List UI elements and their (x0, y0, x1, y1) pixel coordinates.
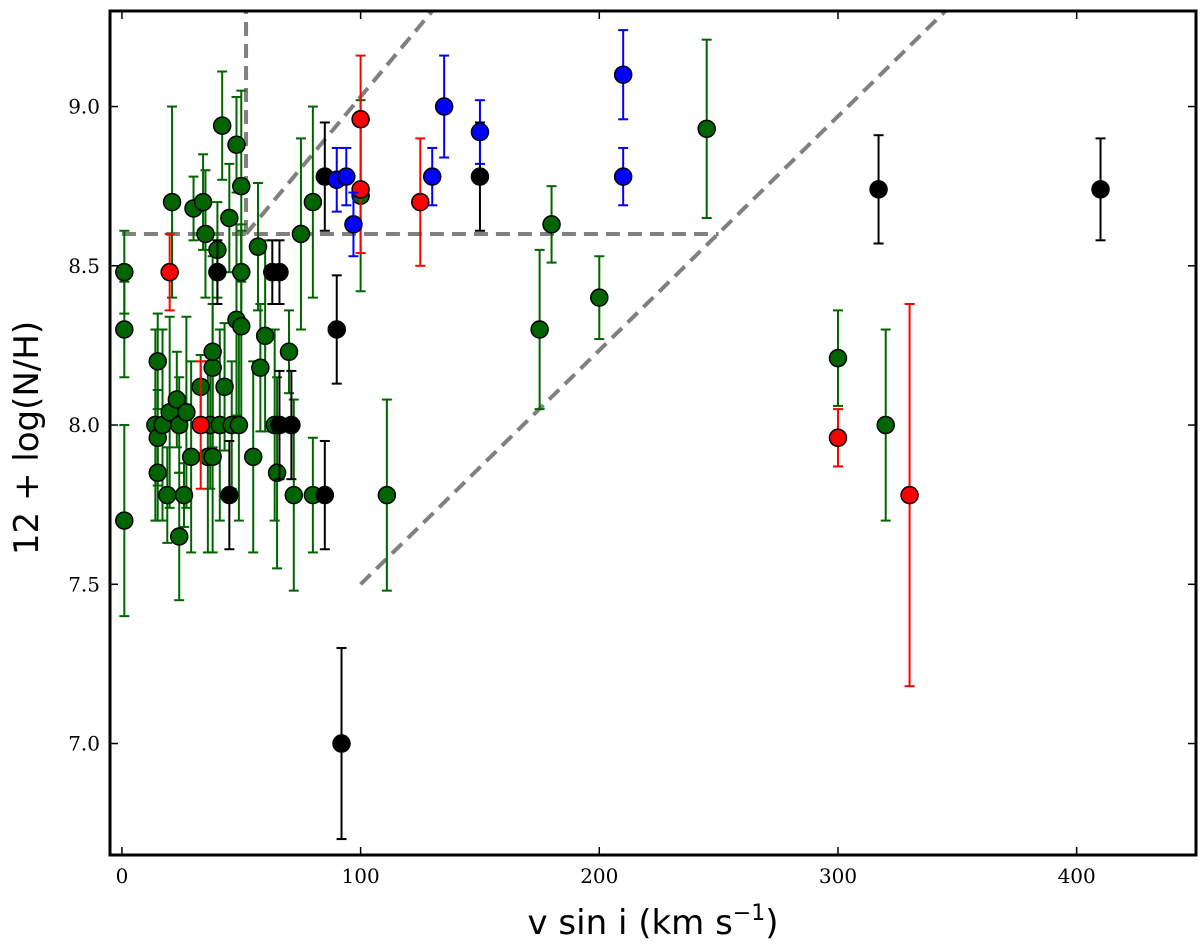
data-point (115, 511, 134, 530)
data-point (284, 485, 304, 505)
x-tick-label: 300 (819, 864, 857, 888)
data-point (697, 119, 716, 139)
data-point (212, 116, 232, 135)
data-point (267, 463, 287, 483)
data-point (148, 352, 167, 371)
data-point (251, 358, 270, 377)
data-point (193, 192, 213, 212)
data-point (248, 237, 268, 256)
data-point (232, 176, 251, 196)
data-point (434, 97, 454, 116)
data-point (215, 377, 234, 397)
data-point (542, 215, 561, 234)
x-axis-tick-labels: 0 100 200 300 400 (116, 864, 1096, 888)
data-point (255, 326, 275, 346)
data-point (291, 224, 311, 244)
data-point (279, 342, 299, 362)
data-point (327, 320, 346, 339)
y-tick-label: 8.5 (68, 254, 100, 278)
data-point (196, 224, 215, 244)
y-tick-label: 9.0 (68, 95, 100, 119)
data-point (191, 415, 210, 435)
y-tick-label: 7.5 (68, 572, 100, 596)
x-tick-label: 400 (1058, 864, 1096, 888)
data-point (167, 390, 187, 409)
series-blue (327, 29, 633, 258)
data-point (344, 215, 363, 234)
data-point (232, 317, 251, 336)
data-point (377, 485, 397, 505)
data-point (220, 208, 239, 228)
data-point (590, 288, 609, 307)
data-point (169, 527, 189, 546)
data-point (303, 192, 323, 212)
plot-frame (108, 9, 1198, 857)
data-point (530, 320, 549, 339)
data-point (422, 167, 442, 186)
dashed-guide-lines (121, 11, 947, 586)
x-tick-label: 0 (116, 864, 129, 888)
x-axis-title: v sin i (km s−1) (528, 901, 779, 943)
data-point (203, 358, 222, 377)
data-point (470, 167, 490, 186)
data-point (181, 447, 201, 467)
data-point (411, 192, 430, 212)
y-axis-title: 12 + log(N/H) (7, 321, 47, 555)
data-point (203, 342, 222, 362)
y-tick-label: 8.0 (68, 413, 100, 437)
x-tick-label: 200 (580, 864, 618, 888)
data-point (351, 180, 370, 199)
data-point (115, 262, 134, 282)
data-series-layer (115, 29, 1110, 841)
data-point (174, 485, 194, 505)
y-axis-tick-labels: 7.0 7.5 8.0 8.5 9.0 (68, 95, 100, 756)
data-point (869, 180, 888, 199)
data-point (613, 65, 633, 84)
data-point (227, 135, 246, 155)
data-point (900, 485, 919, 505)
data-point (282, 415, 301, 435)
data-point (177, 403, 196, 422)
data-point (203, 447, 222, 467)
x-tick-label: 100 (342, 864, 380, 888)
data-point (332, 734, 351, 753)
data-point (229, 415, 249, 435)
data-point (470, 122, 490, 142)
data-point (160, 262, 179, 282)
data-point (270, 262, 289, 282)
data-point (158, 485, 177, 505)
guide-line-4 (359, 11, 947, 586)
data-point (351, 110, 370, 129)
data-point (828, 348, 848, 368)
data-point (828, 428, 848, 448)
data-point (162, 192, 182, 212)
data-point (1091, 180, 1110, 199)
series-black (208, 121, 1110, 841)
y-tick-label: 7.0 (68, 732, 100, 756)
data-point (315, 485, 335, 505)
data-point (243, 447, 263, 467)
data-point (876, 415, 895, 435)
data-point (148, 463, 167, 483)
data-point (337, 167, 356, 186)
data-point (232, 262, 251, 282)
guide-line-3 (244, 11, 434, 236)
series-green (115, 38, 895, 618)
series-red (160, 54, 919, 688)
data-point (220, 485, 239, 505)
data-point (613, 167, 633, 186)
data-point (208, 262, 227, 282)
data-point (115, 320, 134, 339)
